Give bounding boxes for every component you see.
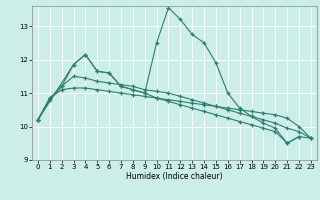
X-axis label: Humidex (Indice chaleur): Humidex (Indice chaleur) [126, 172, 223, 181]
